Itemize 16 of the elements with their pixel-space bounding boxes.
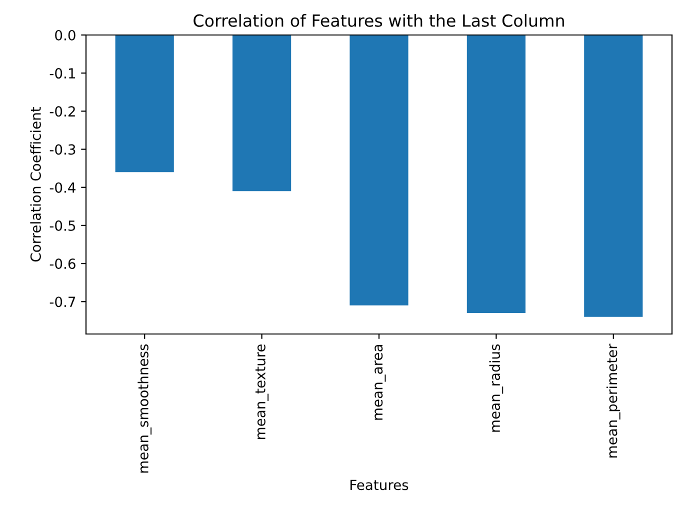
x-tick-label: mean_texture xyxy=(255,344,269,439)
y-tick-label: -0.4 xyxy=(50,182,76,193)
x-axis-title: Features xyxy=(350,480,408,490)
x-tick-label: mean_perimeter xyxy=(606,344,620,458)
x-tick-label: mean_area xyxy=(374,344,386,420)
y-tick-label: -0.6 xyxy=(50,258,76,270)
x-tick-label: mean_smoothness xyxy=(138,344,152,473)
chart-title: Correlation of Features with the Last Column xyxy=(194,14,564,27)
x-tick-label: mean_radius xyxy=(489,344,504,432)
y-tick-label: 0.0 xyxy=(55,30,76,40)
y-tick-label: -0.3 xyxy=(50,144,76,155)
y-axis-title: Correlation Coefficient xyxy=(30,107,41,262)
y-tick-label: -0.2 xyxy=(50,106,75,117)
y-tick-label: -0.5 xyxy=(50,220,76,231)
y-tick-label: -0.1 xyxy=(50,68,75,79)
y-tick-label: -0.7 xyxy=(50,296,76,308)
